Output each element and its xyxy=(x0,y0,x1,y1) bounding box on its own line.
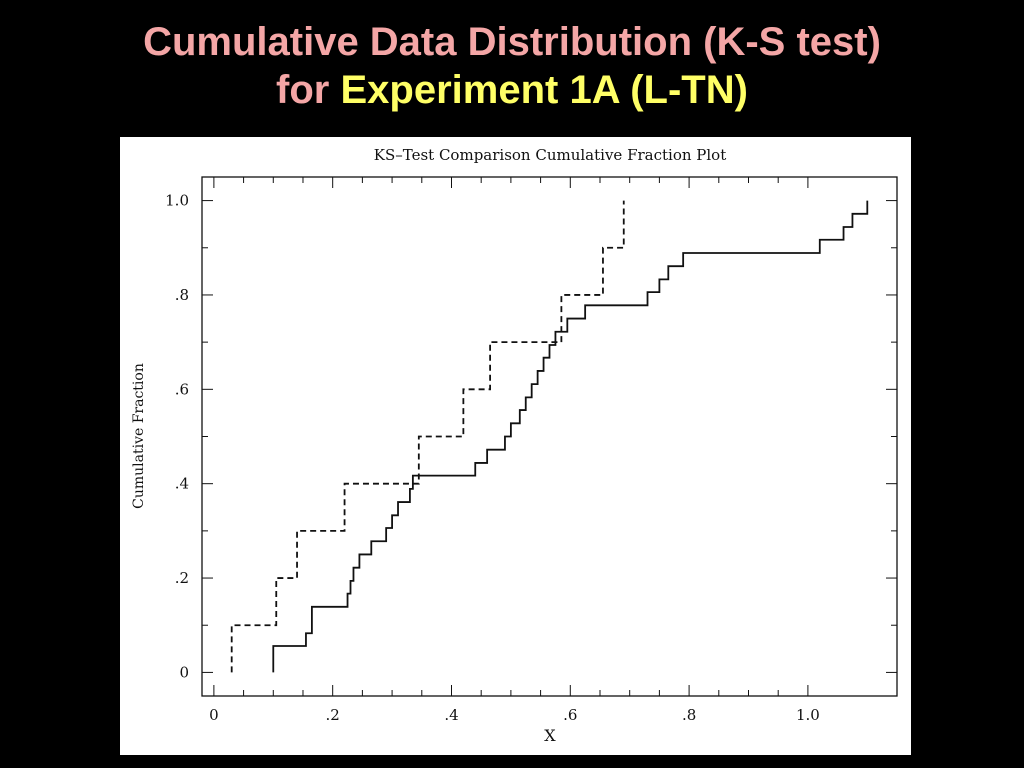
slide-title-line2-prefix: for xyxy=(276,68,330,112)
x-tick-label: .8 xyxy=(682,706,696,724)
x-tick-label: .4 xyxy=(444,706,458,724)
x-tick-label: 0 xyxy=(209,706,219,724)
y-tick-label: .2 xyxy=(175,569,189,587)
ks-cumulative-chart: KS–Test Comparison Cumulative Fraction P… xyxy=(131,146,898,745)
y-tick-label: .8 xyxy=(175,286,189,304)
plot-panel: KS–Test Comparison Cumulative Fraction P… xyxy=(120,137,911,755)
x-tick-label: .2 xyxy=(326,706,340,724)
series-solid-line xyxy=(272,200,869,673)
plot-frame xyxy=(201,176,898,697)
x-tick-label: 1.0 xyxy=(796,706,820,724)
y-tick-label: 1.0 xyxy=(165,192,189,210)
x-axis-label: X xyxy=(544,726,556,745)
y-tick-label: 0 xyxy=(179,663,189,681)
axis-tick-labels: 0 .2 .4 .6 .8 1.0 0 .2 .4 .6 .8 1.0 xyxy=(165,192,820,724)
y-axis-label: Cumulative Fraction xyxy=(131,363,147,509)
series-dashed-line xyxy=(230,200,625,673)
y-tick-label: .4 xyxy=(175,475,189,493)
y-tick-label: .6 xyxy=(175,380,189,398)
series-layer xyxy=(230,200,869,673)
x-tick-label: .6 xyxy=(563,706,577,724)
slide-title-line1: Cumulative Data Distribution (K-S test) xyxy=(143,20,881,64)
axis-ticks xyxy=(202,177,897,696)
slide-title: Cumulative Data Distribution (K-S test) … xyxy=(0,18,1024,114)
slide-title-line2-highlight: Experiment 1A (L-TN) xyxy=(340,68,748,112)
chart-title: KS–Test Comparison Cumulative Fraction P… xyxy=(374,146,726,164)
